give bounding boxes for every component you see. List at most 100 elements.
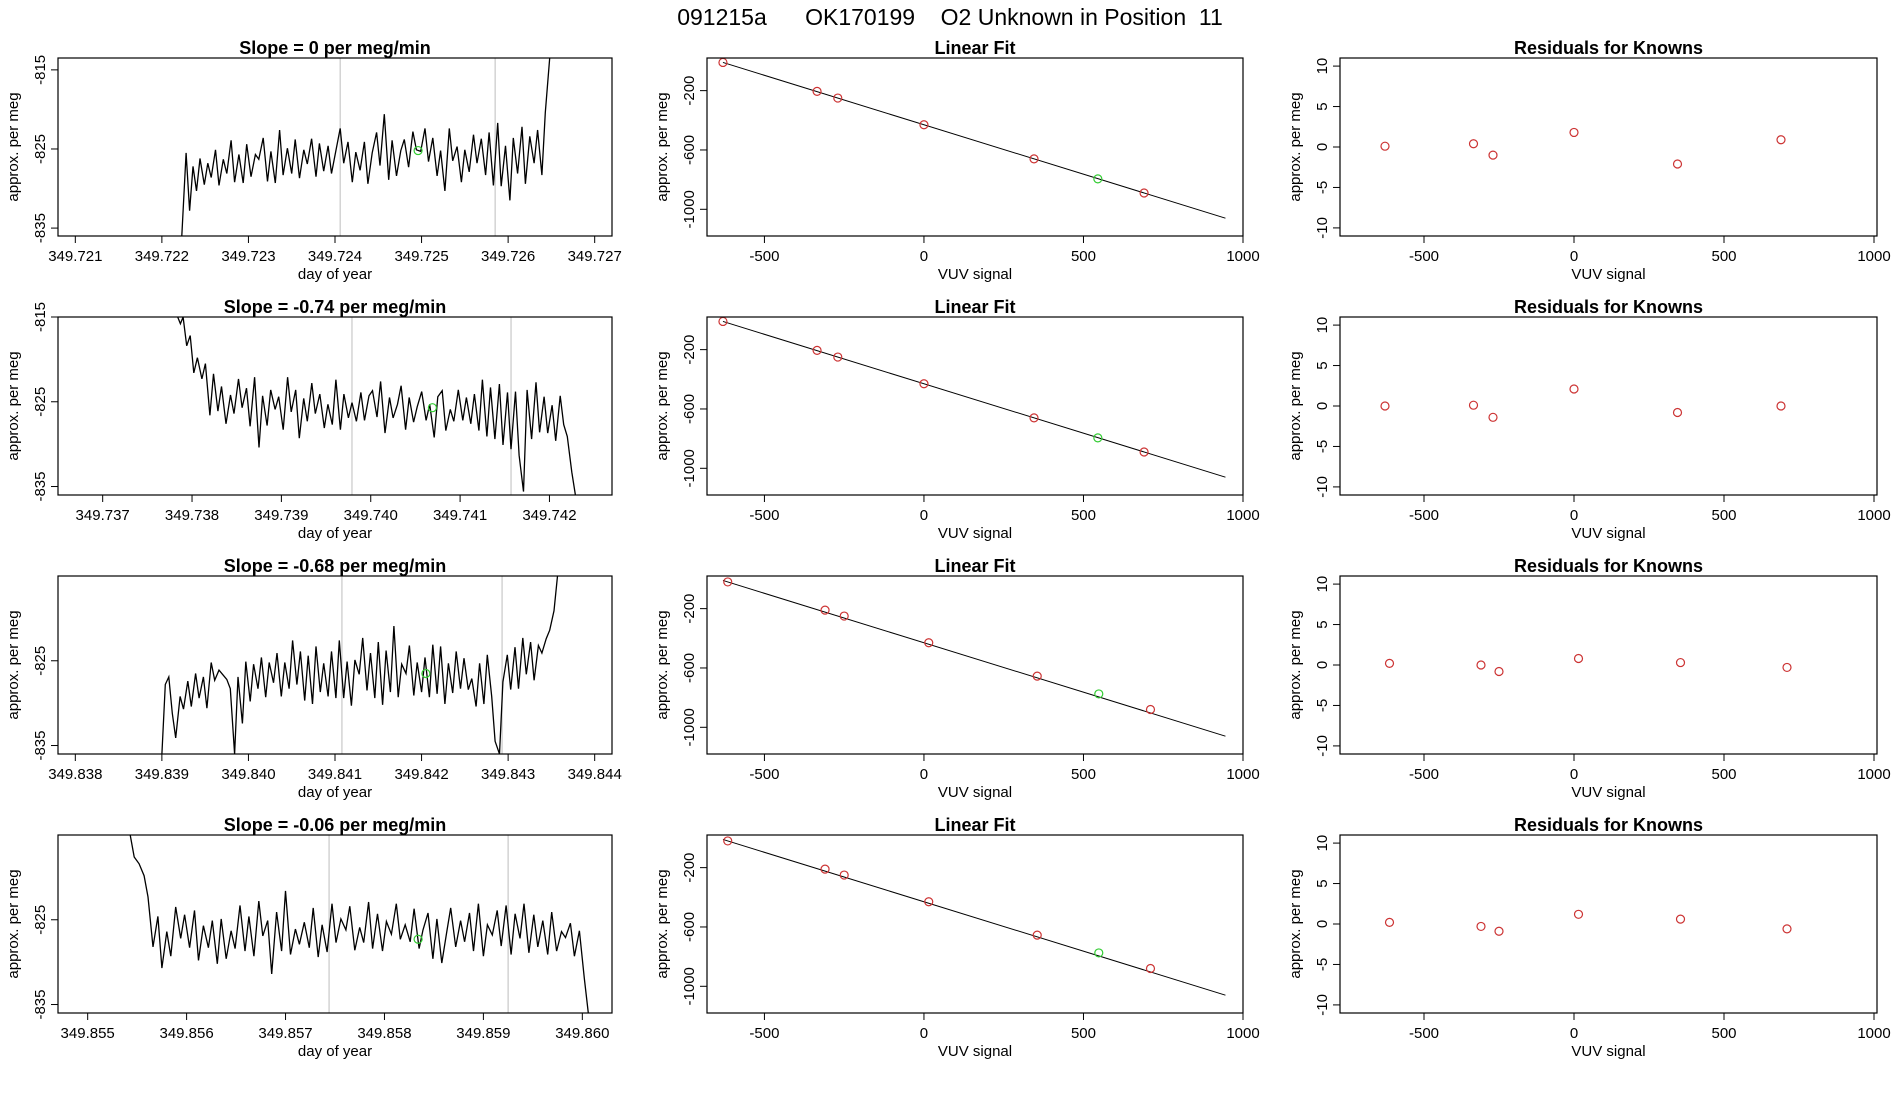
- x-tick-label: 0: [1570, 507, 1578, 524]
- x-tick-label: 349.844: [568, 766, 622, 783]
- panel-residuals-3: Residuals for Knowns -500 0 500 1000 10 5 0 -5 -1…: [1287, 815, 1891, 1060]
- residual-point: [1782, 924, 1792, 934]
- plot-area: [129, 835, 589, 1013]
- x-tick-label: 349.841: [308, 766, 362, 783]
- y-tick-label: -200: [681, 594, 698, 624]
- x-tick-label: -500: [749, 766, 779, 783]
- y-tick-label: 5: [1314, 620, 1331, 628]
- x-tick-label: 349.722: [135, 248, 189, 265]
- residual-point: [1476, 660, 1486, 670]
- unknown-point: [1093, 433, 1103, 443]
- y-tick-label: -815: [32, 55, 49, 85]
- residual-point: [1494, 926, 1504, 936]
- series-line: [129, 835, 589, 1013]
- x-tick-label: 349.858: [357, 1025, 411, 1042]
- x-tick-label: 349.725: [394, 248, 448, 265]
- known-point: [1145, 963, 1156, 974]
- x-tick-label: -500: [749, 248, 779, 265]
- residual-point: [1675, 914, 1686, 924]
- known-point: [1032, 930, 1042, 940]
- known-point: [812, 345, 822, 355]
- panel-time-series-1: Slope = -0.74 per meg/min 349.737 349.738 3…: [5, 297, 613, 542]
- panel-title: Linear Fit: [934, 297, 1015, 317]
- plot-area: [177, 317, 577, 495]
- x-tick-label: 0: [1570, 1025, 1578, 1042]
- plot-area: [1380, 384, 1786, 422]
- page-title: 091215a OK170199 O2 Unknown in Position …: [677, 4, 1223, 30]
- x-axis-label: VUV signal: [1571, 525, 1645, 542]
- known-point: [1139, 188, 1149, 198]
- x-tick-label: 1000: [1226, 766, 1259, 783]
- panel-title: Residuals for Knowns: [1514, 556, 1703, 576]
- unknown-marker: [421, 668, 431, 679]
- x-tick-label: 1000: [1857, 766, 1890, 783]
- y-tick-label: 5: [1314, 879, 1331, 887]
- y-tick-label: -825: [32, 646, 49, 676]
- x-axis-label: day of year: [298, 266, 372, 283]
- residual-point: [1569, 127, 1579, 138]
- x-tick-label: 500: [1071, 1025, 1096, 1042]
- known-point: [718, 58, 728, 68]
- plot-area: [181, 58, 551, 236]
- x-tick-label: 1000: [1857, 507, 1890, 524]
- y-tick-label: -815: [32, 302, 49, 332]
- panel-linear-fit-3: Linear Fit -500 0 500 1000 -200 -600 -1000 VUV s…: [654, 815, 1260, 1060]
- x-axis-label: VUV signal: [1571, 784, 1645, 801]
- panel-residuals-0: Residuals for Knowns -500 0 500 1000 10 5 0 -5 -1…: [1287, 38, 1891, 283]
- known-point: [1029, 154, 1039, 164]
- panel-title: Slope = -0.06 per meg/min: [224, 815, 447, 835]
- x-tick-label: 349.840: [221, 766, 275, 783]
- known-point: [820, 864, 830, 874]
- panel-linear-fit-0: Linear Fit -500 0 500 1000 -200 -600 -1000 VUV s…: [654, 38, 1260, 283]
- panel-time-series-2: Slope = -0.68 per meg/min 349.838 349.839 3…: [5, 556, 622, 801]
- x-tick-label: 349.726: [481, 248, 535, 265]
- x-tick-label: 1000: [1226, 507, 1259, 524]
- x-axis-label: VUV signal: [1571, 266, 1645, 283]
- y-tick-label: 5: [1314, 102, 1331, 110]
- x-tick-label: 0: [1570, 248, 1578, 265]
- unknown-marker: [413, 934, 423, 944]
- y-axis-label: approx. per meg: [5, 610, 22, 719]
- x-tick-label: 500: [1071, 766, 1096, 783]
- x-tick-label: 500: [1071, 507, 1096, 524]
- residual-point: [1494, 666, 1504, 677]
- panel-title: Slope = 0 per meg/min: [239, 38, 431, 58]
- y-tick-label: 10: [1314, 576, 1331, 593]
- known-point: [1032, 671, 1042, 681]
- known-point: [839, 870, 849, 880]
- y-tick-label: -1000: [681, 449, 698, 487]
- x-tick-label: -500: [1409, 1025, 1439, 1042]
- plot-area: [161, 576, 559, 754]
- x-tick-label: 500: [1711, 766, 1736, 783]
- x-tick-label: 349.740: [344, 507, 398, 524]
- panel-title: Residuals for Knowns: [1514, 38, 1703, 58]
- residual-point: [1782, 662, 1792, 673]
- plot-frame: [1339, 834, 1878, 1014]
- panel-title: Slope = -0.74 per meg/min: [224, 297, 447, 317]
- x-tick-label: 1000: [1226, 248, 1259, 265]
- y-tick-label: -835: [32, 213, 49, 243]
- residual-point: [1384, 917, 1395, 927]
- x-tick-label: 349.741: [433, 507, 487, 524]
- x-tick-label: 500: [1711, 248, 1736, 265]
- series-line: [161, 576, 559, 754]
- residual-point: [1488, 412, 1498, 422]
- y-axis-label: approx. per meg: [1287, 92, 1304, 201]
- x-tick-label: 349.742: [522, 507, 576, 524]
- x-tick-label: 349.855: [61, 1025, 115, 1042]
- panel-time-series-3: Slope = -0.06 per meg/min 349.855 349.856 3…: [5, 815, 613, 1060]
- known-point: [919, 120, 929, 130]
- panel-title: Linear Fit: [934, 815, 1015, 835]
- residual-point: [1573, 909, 1584, 919]
- panel-residuals-2: Residuals for Knowns -500 0 500 1000 10 5 0 -5 -1…: [1287, 556, 1891, 801]
- plot-area: [718, 317, 1226, 478]
- x-tick-label: 500: [1071, 248, 1096, 265]
- x-tick-label: 349.857: [258, 1025, 312, 1042]
- y-axis-label: approx. per meg: [654, 869, 671, 978]
- plot-frame: [57, 57, 613, 237]
- residual-point: [1384, 658, 1395, 668]
- y-tick-label: 10: [1314, 835, 1331, 852]
- y-tick-label: -600: [681, 653, 698, 683]
- y-axis-label: approx. per meg: [5, 869, 22, 978]
- residual-point: [1776, 135, 1786, 145]
